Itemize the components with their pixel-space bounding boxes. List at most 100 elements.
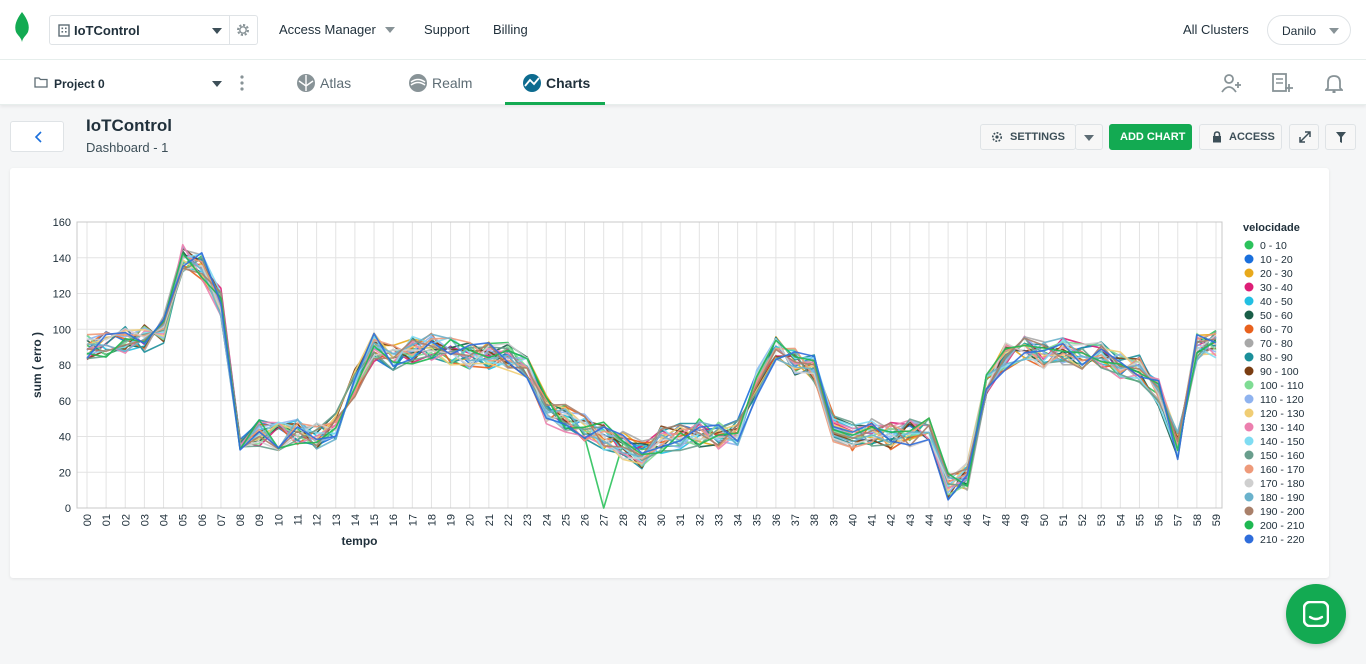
legend-label: 90 - 100: [1260, 366, 1299, 378]
x-tick-label: 51: [1058, 514, 1070, 526]
caret-down-icon[interactable]: [385, 27, 395, 33]
x-tick-label: 45: [943, 514, 955, 526]
x-tick-label: 15: [369, 514, 381, 526]
legend-label: 160 - 170: [1260, 464, 1305, 476]
series-line: [86, 252, 1217, 501]
lock-icon: [1213, 131, 1221, 143]
series-line: [86, 258, 1217, 500]
org-selector[interactable]: IoTControl: [49, 15, 258, 45]
access-label: ACCESS: [1229, 131, 1275, 143]
gear-icon[interactable]: [235, 22, 251, 38]
x-tick-label: 10: [273, 514, 285, 526]
legend-swatch: [1244, 352, 1254, 362]
billing-link[interactable]: Billing: [493, 22, 528, 37]
chevron-left-icon: [34, 131, 42, 143]
add-user-icon[interactable]: [1221, 73, 1243, 93]
legend-label: 100 - 110: [1260, 380, 1304, 392]
x-tick-label: 25: [560, 514, 572, 526]
legend-title: velocidade: [1243, 222, 1300, 234]
x-tick-label: 58: [1192, 514, 1204, 526]
x-tick-label: 57: [1173, 514, 1185, 526]
x-tick-label: 06: [197, 514, 209, 526]
x-tick-label: 12: [312, 514, 324, 526]
access-manager-menu[interactable]: Access Manager: [279, 22, 376, 37]
filter-button[interactable]: [1325, 124, 1356, 150]
y-tick-label: 60: [59, 396, 71, 408]
x-tick-label: 27: [599, 514, 611, 526]
legend-swatch: [1244, 492, 1254, 502]
add-chart-button[interactable]: ADD CHART: [1109, 124, 1192, 150]
x-tick-label: 54: [1115, 514, 1127, 526]
mongodb-leaf-icon[interactable]: [14, 12, 30, 47]
back-button[interactable]: [10, 121, 64, 152]
tab-charts[interactable]: Charts: [505, 60, 605, 105]
legend-swatch: [1244, 268, 1254, 278]
chat-button[interactable]: [1286, 584, 1346, 644]
x-tick-label: 52: [1077, 514, 1089, 526]
plot-frame: [76, 221, 1223, 509]
activity-feed-icon[interactable]: [1272, 73, 1294, 93]
x-tick-label: 49: [1020, 514, 1032, 526]
x-tick-label: 55: [1134, 514, 1146, 526]
legend-swatch: [1244, 310, 1254, 320]
x-tick-label: 44: [924, 514, 936, 526]
user-name: Danilo: [1282, 24, 1317, 38]
tab-atlas[interactable]: Atlas: [296, 60, 366, 105]
settings-button[interactable]: SETTINGS: [980, 124, 1076, 150]
charts-icon: [523, 74, 541, 92]
bell-icon[interactable]: [1325, 73, 1343, 93]
x-tick-label: 00: [82, 514, 94, 526]
legend-label: 30 - 40: [1260, 282, 1293, 294]
support-link[interactable]: Support: [424, 22, 470, 37]
x-tick-label: 33: [713, 514, 725, 526]
x-tick-label: 37: [790, 514, 802, 526]
legend-swatch: [1244, 534, 1254, 544]
all-clusters-link[interactable]: All Clusters: [1183, 22, 1249, 37]
dashboard-subtitle: Dashboard - 1: [86, 140, 169, 155]
y-tick-label: 160: [53, 217, 71, 229]
legend-label: 0 - 10: [1260, 240, 1287, 252]
series-line: [86, 267, 1217, 477]
filter-icon: [1336, 132, 1346, 143]
legend-swatch: [1244, 282, 1254, 292]
y-tick-label: 140: [53, 253, 71, 265]
more-vertical-icon[interactable]: [240, 75, 244, 91]
line-chart[interactable]: 0 20 40 60 80 100 120 140 160 00 01 02 03 04 05 06 07 08 0…: [10, 168, 1329, 578]
x-tick-label: 09: [254, 514, 266, 526]
caret-down-icon: [1329, 28, 1339, 34]
x-tick-label: 53: [1096, 514, 1108, 526]
x-tick-label: 43: [905, 514, 917, 526]
access-button[interactable]: ACCESS: [1199, 124, 1282, 150]
legend-label: 20 - 30: [1260, 268, 1293, 280]
legend-swatch: [1244, 324, 1254, 334]
legend-label: 120 - 130: [1260, 408, 1305, 420]
x-tick-label: 16: [388, 514, 400, 526]
legend-label: 200 - 210: [1260, 520, 1305, 532]
x-tick-label: 13: [331, 514, 343, 526]
user-menu[interactable]: Danilo: [1267, 15, 1351, 45]
add-chart-label: ADD CHART: [1120, 131, 1186, 143]
legend-label: 70 - 80: [1260, 338, 1293, 350]
caret-down-icon[interactable]: [212, 81, 222, 87]
legend-label: 110 - 120: [1260, 394, 1304, 406]
legend-swatch: [1244, 478, 1254, 488]
settings-dropdown-button[interactable]: [1075, 124, 1103, 150]
x-tick-label: 41: [867, 514, 879, 526]
x-tick-label: 29: [637, 514, 649, 526]
tab-realm[interactable]: Realm: [408, 60, 478, 105]
series-line: [86, 247, 1217, 498]
legend-label: 150 - 160: [1260, 450, 1305, 462]
x-tick-label: 17: [407, 514, 419, 526]
x-tick-label: 46: [962, 514, 974, 526]
fullscreen-button[interactable]: [1289, 124, 1319, 150]
atlas-icon: [297, 74, 315, 92]
chart-card[interactable]: 0 20 40 60 80 100 120 140 160 00 01 02 03 04 05 06 07 08 0…: [10, 168, 1329, 578]
legend-swatch: [1244, 366, 1254, 376]
org-name: IoTControl: [74, 23, 140, 38]
legend-label: 80 - 90: [1260, 352, 1293, 364]
x-tick-label: 59: [1211, 514, 1223, 526]
x-tick-label: 07: [216, 514, 228, 526]
x-tick-label: 20: [465, 514, 477, 526]
legend-swatch: [1244, 296, 1254, 306]
legend-swatch: [1244, 436, 1254, 446]
